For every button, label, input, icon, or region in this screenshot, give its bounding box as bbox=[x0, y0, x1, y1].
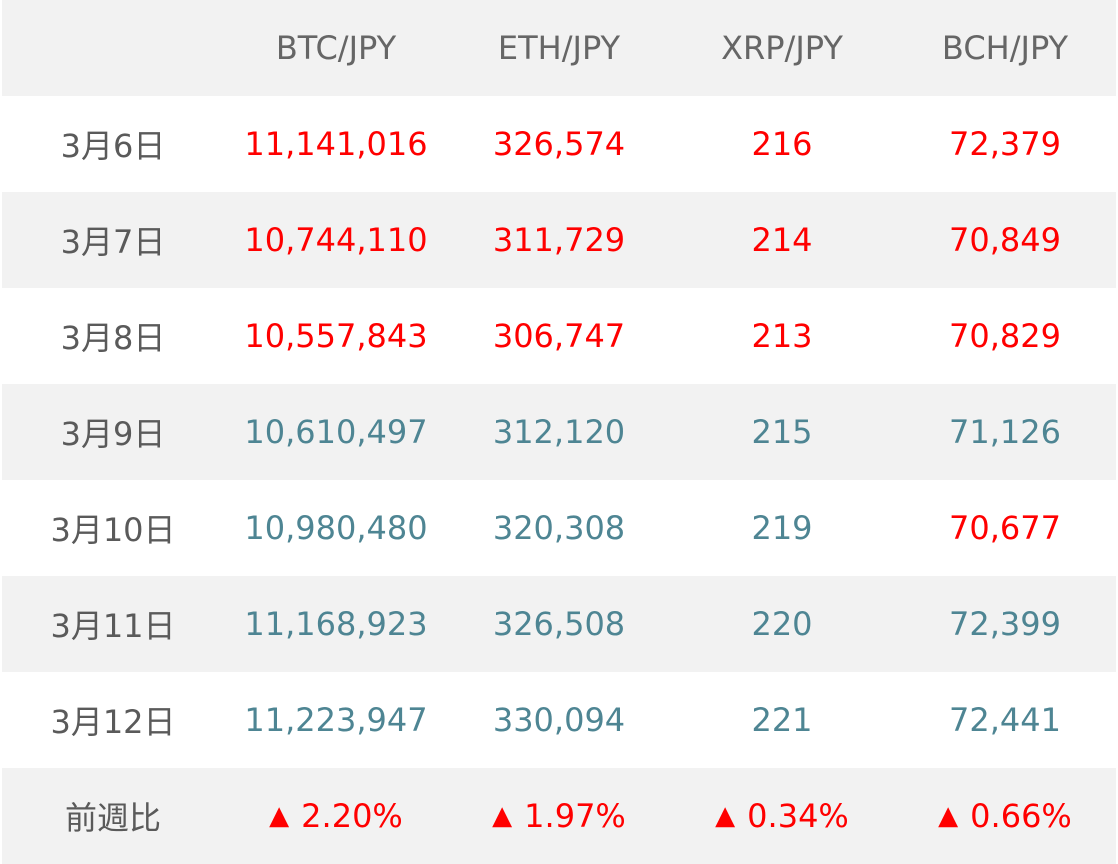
header-row: BTC/JPY ETH/JPY XRP/JPY BCH/JPY bbox=[2, 0, 1116, 96]
weekly-change-xrp: ▲ 0.34% bbox=[670, 768, 894, 864]
table-row: 3月6日 11,141,016 326,574 216 72,379 bbox=[2, 96, 1116, 192]
column-header-bch: BCH/JPY bbox=[941, 29, 1069, 67]
table-row: 3月11日 11,168,923 326,508 220 72,399 bbox=[2, 576, 1116, 672]
table-row: 3月8日 10,557,843 306,747 213 70,829 bbox=[2, 288, 1116, 384]
weekly-change-eth: ▲ 1.97% bbox=[448, 768, 670, 864]
corner-cell bbox=[2, 0, 224, 96]
date-cell: 3月12日 bbox=[50, 703, 176, 741]
column-header-xrp: XRP/JPY bbox=[721, 29, 843, 67]
weekly-change-label: 前週比 bbox=[64, 799, 161, 837]
price-cell-btc: 11,223,947 bbox=[244, 701, 428, 739]
table-row: 3月10日 10,980,480 320,308 219 70,677 bbox=[2, 480, 1116, 576]
column-header-btc: BTC/JPY bbox=[275, 29, 397, 67]
date-cell: 3月8日 bbox=[60, 319, 166, 357]
price-cell-xrp: 216 bbox=[751, 125, 813, 163]
price-cell-eth: 326,574 bbox=[492, 125, 626, 163]
date-cell: 3月7日 bbox=[60, 223, 166, 261]
price-cell-xrp: 220 bbox=[751, 605, 813, 643]
table-row: 3月9日 10,610,497 312,120 215 71,126 bbox=[2, 384, 1116, 480]
price-cell-eth: 326,508 bbox=[492, 605, 626, 643]
price-cell-eth: 312,120 bbox=[492, 413, 626, 451]
weekly-change-value: 1.97% bbox=[524, 797, 626, 835]
price-cell-bch: 70,677 bbox=[949, 509, 1061, 547]
price-cell-bch: 71,126 bbox=[949, 413, 1061, 451]
date-cell: 3月11日 bbox=[50, 607, 176, 645]
price-cell-btc: 10,744,110 bbox=[244, 221, 428, 259]
weekly-change-value: 0.34% bbox=[747, 797, 849, 835]
table-row: 3月7日 10,744,110 311,729 214 70,849 bbox=[2, 192, 1116, 288]
triangle-up-icon: ▲ bbox=[492, 801, 513, 831]
date-cell: 3月6日 bbox=[60, 127, 166, 165]
price-cell-bch: 70,829 bbox=[949, 317, 1061, 355]
price-cell-btc: 10,557,843 bbox=[244, 317, 428, 355]
price-cell-btc: 10,980,480 bbox=[244, 509, 428, 547]
date-cell: 3月10日 bbox=[50, 511, 176, 549]
price-cell-xrp: 213 bbox=[751, 317, 813, 355]
price-cell-bch: 72,441 bbox=[949, 701, 1061, 739]
triangle-up-icon: ▲ bbox=[715, 801, 736, 831]
price-cell-btc: 11,168,923 bbox=[244, 605, 428, 643]
price-cell-eth: 320,308 bbox=[492, 509, 626, 547]
price-cell-xrp: 221 bbox=[751, 701, 813, 739]
weekly-change-value: 2.20% bbox=[301, 797, 403, 835]
weekly-change-value: 0.66% bbox=[970, 797, 1072, 835]
column-header-eth: ETH/JPY bbox=[497, 29, 621, 67]
price-cell-btc: 11,141,016 bbox=[244, 125, 428, 163]
weekly-change-btc: ▲ 2.20% bbox=[224, 768, 448, 864]
price-cell-bch: 72,379 bbox=[949, 125, 1061, 163]
date-cell: 3月9日 bbox=[60, 415, 166, 453]
price-cell-xrp: 215 bbox=[751, 413, 813, 451]
price-cell-btc: 10,610,497 bbox=[244, 413, 428, 451]
price-cell-bch: 72,399 bbox=[949, 605, 1061, 643]
triangle-up-icon: ▲ bbox=[938, 801, 959, 831]
weekly-change-row: 前週比 ▲ 2.20% ▲ 1.97% ▲ 0.34% ▲ 0.66% bbox=[2, 768, 1116, 864]
price-cell-eth: 306,747 bbox=[492, 317, 626, 355]
price-cell-eth: 330,094 bbox=[492, 701, 626, 739]
table-row: 3月12日 11,223,947 330,094 221 72,441 bbox=[2, 672, 1116, 768]
weekly-change-bch: ▲ 0.66% bbox=[894, 768, 1116, 864]
price-cell-bch: 70,849 bbox=[949, 221, 1061, 259]
price-cell-xrp: 219 bbox=[751, 509, 813, 547]
price-cell-xrp: 214 bbox=[751, 221, 813, 259]
price-cell-eth: 311,729 bbox=[492, 221, 626, 259]
triangle-up-icon: ▲ bbox=[269, 801, 290, 831]
